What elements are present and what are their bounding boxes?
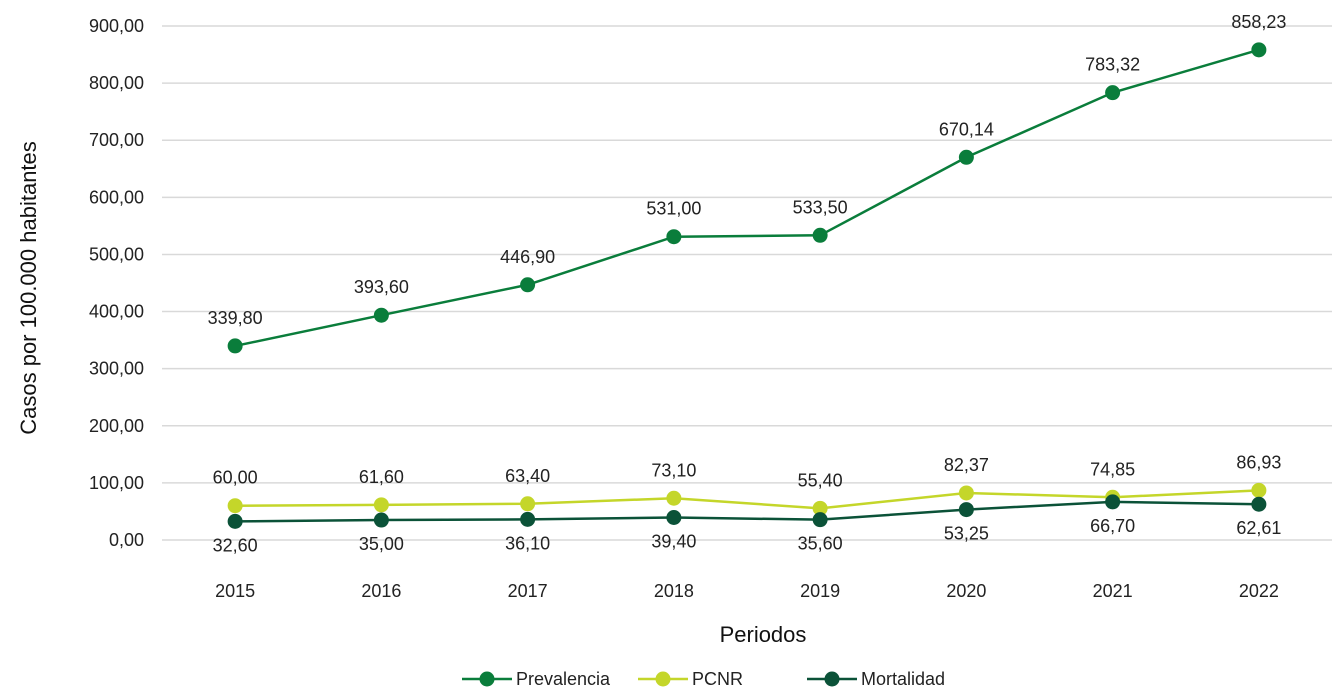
x-tick-label: 2019 [800, 581, 840, 601]
legend-label: PCNR [692, 669, 743, 689]
y-tick-label: 800,00 [89, 73, 144, 93]
x-tick-label: 2017 [508, 581, 548, 601]
legend-marker [655, 671, 671, 687]
data-point-pcnr [520, 496, 536, 512]
data-label-prevalencia: 339,80 [208, 308, 263, 328]
data-label-mortalidad: 66,70 [1090, 516, 1135, 536]
data-point-prevalencia [812, 227, 828, 243]
data-point-pcnr [666, 490, 682, 506]
y-tick-label: 200,00 [89, 416, 144, 436]
data-label-mortalidad: 62,61 [1236, 518, 1281, 538]
data-label-mortalidad: 39,40 [651, 531, 696, 551]
data-point-prevalencia [373, 307, 389, 323]
data-point-mortalidad [958, 502, 974, 518]
data-label-mortalidad: 32,60 [213, 535, 258, 555]
series-line-prevalencia [234, 48, 1260, 348]
x-axis-title: Periodos [720, 622, 807, 647]
data-label-mortalidad: 35,60 [798, 534, 843, 554]
data-point-mortalidad [666, 509, 682, 525]
data-point-pcnr [227, 498, 243, 514]
data-point-pcnr [812, 500, 828, 516]
data-point-prevalencia [666, 229, 682, 245]
y-tick-label: 900,00 [89, 16, 144, 36]
data-point-pcnr [958, 485, 974, 501]
y-axis-ticks: 0,00 100,00 200,00 300,00 400,00 500,00 600,00… [89, 16, 144, 550]
series-group [227, 42, 1267, 529]
legend-item-prevalencia: Prevalencia [462, 669, 611, 689]
legend-marker [824, 671, 840, 687]
x-axis-ticks: 2015 2016 2017 2018 2019 2020 2021 2022 [215, 581, 1279, 601]
y-tick-label: 600,00 [89, 187, 144, 207]
data-labels: 339,80 393,60 446,90 531,00 533,50 670,14 783,… [208, 12, 1287, 556]
data-point-prevalencia [1251, 42, 1267, 58]
y-tick-label: 0,00 [109, 530, 144, 550]
legend-item-pcnr: PCNR [638, 669, 743, 689]
data-point-pcnr [373, 497, 389, 513]
data-label-prevalencia: 858,23 [1231, 12, 1286, 32]
data-label-mortalidad: 36,10 [505, 533, 550, 553]
data-point-mortalidad [373, 512, 389, 528]
data-label-prevalencia: 783,32 [1085, 55, 1140, 75]
data-label-prevalencia: 670,14 [939, 119, 994, 139]
y-tick-label: 500,00 [89, 244, 144, 264]
x-tick-label: 2018 [654, 581, 694, 601]
y-tick-label: 300,00 [89, 359, 144, 379]
data-label-mortalidad: 53,25 [944, 524, 989, 544]
y-tick-label: 100,00 [89, 473, 144, 493]
legend-label: Mortalidad [861, 669, 945, 689]
data-point-prevalencia [1105, 85, 1121, 101]
data-label-pcnr: 55,40 [798, 470, 843, 490]
x-tick-label: 2020 [946, 581, 986, 601]
data-point-pcnr [1251, 482, 1267, 498]
grid-lines [162, 25, 1332, 541]
data-label-pcnr: 82,37 [944, 455, 989, 475]
x-tick-label: 2021 [1093, 581, 1133, 601]
data-label-prevalencia: 446,90 [500, 247, 555, 267]
legend-marker [479, 671, 495, 687]
data-point-mortalidad [520, 511, 536, 527]
data-point-mortalidad [1105, 494, 1121, 510]
x-tick-label: 2015 [215, 581, 255, 601]
legend: Prevalencia PCNR Mortalidad [462, 669, 945, 689]
y-tick-label: 700,00 [89, 130, 144, 150]
data-label-pcnr: 61,60 [359, 467, 404, 487]
data-point-prevalencia [520, 277, 536, 293]
data-label-pcnr: 63,40 [505, 466, 550, 486]
data-label-prevalencia: 531,00 [646, 199, 701, 219]
data-point-mortalidad [812, 512, 828, 528]
data-point-prevalencia [958, 149, 974, 165]
data-label-pcnr: 60,00 [213, 468, 258, 488]
data-point-mortalidad [227, 513, 243, 529]
data-point-mortalidad [1251, 496, 1267, 512]
x-tick-label: 2016 [361, 581, 401, 601]
legend-item-mortalidad: Mortalidad [807, 669, 945, 689]
data-label-pcnr: 74,85 [1090, 459, 1135, 479]
data-label-pcnr: 73,10 [651, 460, 696, 480]
legend-label: Prevalencia [516, 669, 611, 689]
data-point-prevalencia [227, 338, 243, 354]
data-label-prevalencia: 393,60 [354, 277, 409, 297]
data-label-pcnr: 86,93 [1236, 452, 1281, 472]
series-line-pcnr [235, 489, 1259, 510]
y-tick-label: 400,00 [89, 302, 144, 322]
y-axis-title: Casos por 100.000 habitantes [16, 141, 41, 435]
x-tick-label: 2022 [1239, 581, 1279, 601]
series-line-mortalidad [235, 500, 1259, 523]
data-label-mortalidad: 35,00 [359, 534, 404, 554]
data-label-prevalencia: 533,50 [793, 197, 848, 217]
